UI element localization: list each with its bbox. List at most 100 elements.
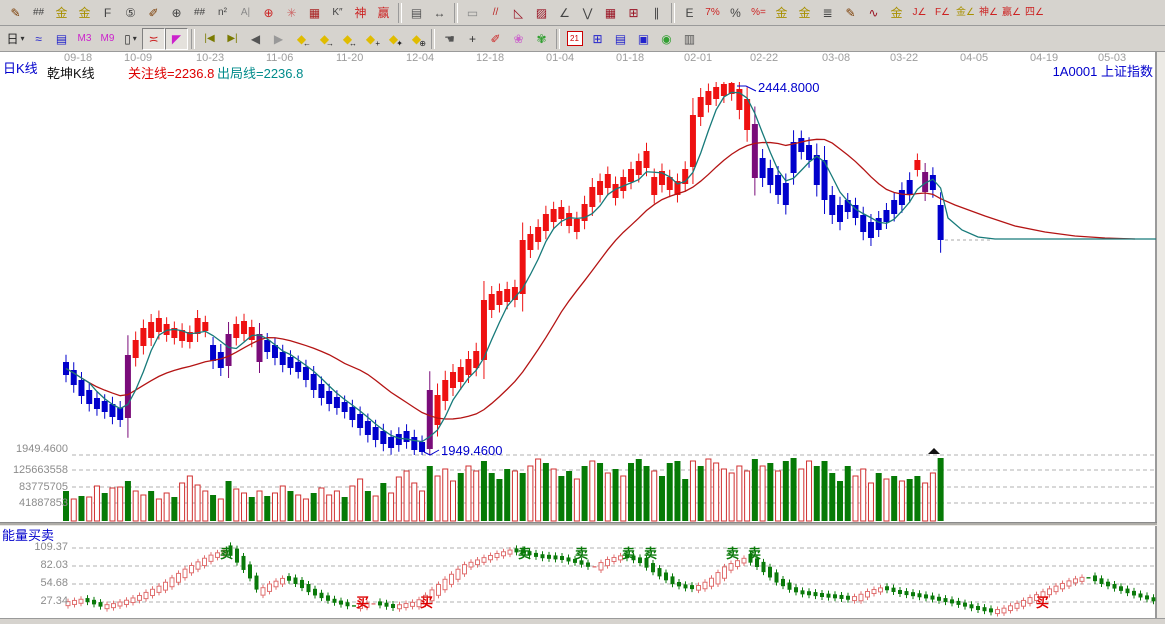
zigzag-blue-icon-glyph: ≈ — [35, 31, 42, 46]
calendar-button[interactable]: 21 — [563, 27, 586, 50]
brush-tool-icon-glyph: ✎ — [10, 5, 21, 20]
x-axis-tick: 04-05 — [960, 52, 989, 64]
f-grid-icon[interactable]: F — [96, 1, 119, 24]
four-angle-icon[interactable]: 四∠ — [1023, 1, 1046, 24]
f-angle-icon[interactable]: F∠ — [931, 1, 954, 24]
first-page-button-glyph: |◀ — [204, 32, 215, 44]
energy-scale-label: 27.34 — [40, 595, 68, 607]
percent-ruler-icon-glyph: Ε — [685, 5, 694, 20]
crosshair-tool-button[interactable]: + — [461, 27, 484, 50]
gold-angle-icon[interactable]: 金∠ — [954, 1, 977, 24]
compress-diamond-button[interactable]: ◆ + — [359, 27, 382, 50]
save-button[interactable]: ▣ — [632, 27, 655, 50]
network-button-glyph: ◉ — [661, 31, 672, 46]
notes-button[interactable]: ▤ — [609, 27, 632, 50]
n-squared-icon[interactable]: n² — [211, 1, 234, 24]
shaded-grid-icon[interactable]: ▨ — [530, 1, 553, 24]
expand-all-diamond-button[interactable]: ◆ ✦ — [382, 27, 405, 50]
candle-style-dropdown[interactable]: ▯ ▾ — [119, 27, 142, 50]
x-axis-tick: 11-20 — [336, 52, 364, 64]
ma3-icon[interactable]: M3 — [73, 27, 96, 50]
chart-canvas[interactable] — [0, 52, 1157, 618]
percent-triangle-icon[interactable]: 7% — [701, 1, 724, 24]
grid-target-icon[interactable]: ▦ — [303, 1, 326, 24]
first-page-button[interactable]: |◀ — [198, 27, 221, 50]
shen-icon[interactable]: 神 — [349, 1, 372, 24]
mirror-a-icon[interactable]: A| — [234, 1, 257, 24]
clock-target-icon-glyph: ⊕ — [171, 5, 182, 20]
brush-tool-icon[interactable]: ✎ — [4, 1, 27, 24]
gold-underline-icon[interactable]: 金 — [885, 1, 908, 24]
gold-tool-1-icon[interactable]: 金 — [50, 1, 73, 24]
last-page-button[interactable]: ▶| — [221, 27, 244, 50]
k-prime-icon[interactable]: K″ — [326, 1, 349, 24]
j-angle-icon[interactable]: J∠ — [908, 1, 931, 24]
next-page-button[interactable]: ▶ — [267, 27, 290, 50]
starburst-icon[interactable]: ✳ — [280, 1, 303, 24]
expand-all-diamond-button-glyph: ◆ — [388, 31, 399, 46]
flower-tool-button[interactable]: ❀ — [507, 27, 530, 50]
shen-angle-icon[interactable]: 神∠ — [977, 1, 1000, 24]
network-button[interactable]: ◉ — [655, 27, 678, 50]
clock-target-icon[interactable]: ⊕ — [165, 1, 188, 24]
colored-chart-icon[interactable]: ◤ — [165, 27, 188, 50]
print-button[interactable]: ▥ — [678, 27, 701, 50]
hand-tool-button[interactable]: ☚ — [438, 27, 461, 50]
sell-signal-marker: 卖 — [518, 546, 532, 561]
box-select-icon[interactable]: ▭ — [461, 1, 484, 24]
energy-scale-label: 54.68 — [40, 577, 68, 589]
n-squared-icon-glyph: n² — [218, 6, 227, 18]
gold-tool-2-icon[interactable]: 金 — [73, 1, 96, 24]
crab-tool-button[interactable]: ✾ — [530, 27, 553, 50]
zoom-left-diamond-button[interactable]: ◆ ← — [290, 27, 313, 50]
ma9-icon[interactable]: M9 — [96, 27, 119, 50]
zigzag-blue-icon[interactable]: ≈ — [27, 27, 50, 50]
wave-a-icon[interactable]: ∿ — [862, 1, 885, 24]
expand-h-diamond-button[interactable]: ◆ ↔ — [336, 27, 359, 50]
gold-list-icon[interactable]: ≣ — [816, 1, 839, 24]
zoom-right-diamond-button[interactable]: ◆ → — [313, 27, 336, 50]
parallel-lines-icon[interactable]: ∥ — [645, 1, 668, 24]
comb-lines-icon[interactable]: ## — [27, 1, 50, 24]
period-day-dropdown[interactable]: 日 ▾ — [4, 27, 27, 50]
ying-icon[interactable]: 赢 — [372, 1, 395, 24]
grid-arrow-icon[interactable]: ⊞ — [622, 1, 645, 24]
expand-all-diamond-button-arrow: ✦ — [396, 38, 403, 48]
fit-diamond-button[interactable]: ◆ ⊕ — [405, 27, 428, 50]
note-blue-icon[interactable]: ▤ — [50, 27, 73, 50]
percent-ruler-icon[interactable]: Ε — [678, 1, 701, 24]
pen-tool-button[interactable]: ✐ — [484, 27, 507, 50]
parallel-lines-icon-glyph: ∥ — [653, 5, 660, 20]
percent-icon[interactable]: % — [724, 1, 747, 24]
prev-page-button[interactable]: ◀ — [244, 27, 267, 50]
sell-signal-marker: 卖 — [726, 546, 740, 561]
zigzag-v-icon[interactable]: ⋁ — [576, 1, 599, 24]
brush-grid-icon[interactable]: ✐ — [142, 1, 165, 24]
sell-signal-marker: 卖 — [575, 546, 589, 561]
x-axis-tick: 12-04 — [406, 52, 435, 64]
calculator-button[interactable]: ⊞ — [586, 27, 609, 50]
comb-lines-2-icon[interactable]: ## — [188, 1, 211, 24]
kline-pattern-icon[interactable]: ≍ — [142, 27, 165, 50]
print-button-glyph: ▥ — [683, 31, 696, 46]
x-axis-tick: 12-18 — [476, 52, 505, 64]
percent-line-icon[interactable]: %= — [747, 1, 770, 24]
ying-icon-glyph: 赢 — [377, 5, 390, 20]
four-angle-icon-glyph: 四∠ — [1025, 6, 1044, 18]
mirror-a-icon-glyph: A| — [240, 6, 251, 18]
spiral-5-icon[interactable]: ⑤ — [119, 1, 142, 24]
ray-fan-icon[interactable]: // — [484, 1, 507, 24]
gold-circle-icon[interactable]: 金 — [770, 1, 793, 24]
ma9-icon-glyph: M9 — [100, 32, 115, 44]
grid-ruler-icon[interactable]: ▤ — [405, 1, 428, 24]
ying-angle-icon[interactable]: 赢∠ — [1000, 1, 1023, 24]
panel-divider[interactable] — [0, 522, 1157, 526]
gold-line-icon[interactable]: 金 — [793, 1, 816, 24]
gann-fan-icon[interactable]: ◺ — [507, 1, 530, 24]
brush-2-icon[interactable]: ✎ — [839, 1, 862, 24]
trend-angle-icon[interactable]: ∠ — [553, 1, 576, 24]
gann-grid-icon[interactable]: ▦ — [599, 1, 622, 24]
percent-icon-glyph: % — [730, 5, 741, 20]
width-measure-icon[interactable]: ↔ — [428, 1, 451, 24]
crosshair-red-icon[interactable]: ⊕ — [257, 1, 280, 24]
